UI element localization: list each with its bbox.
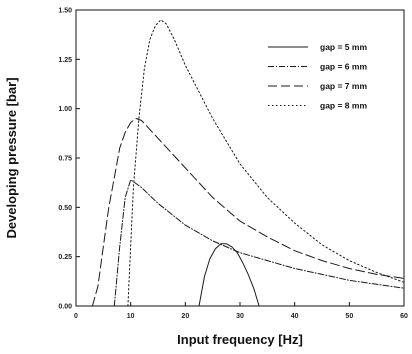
series-line-4	[127, 19, 405, 307]
legend-label: gap = 6 mm	[320, 62, 367, 72]
x-tick-label: 10	[127, 313, 135, 320]
axis-ticks: 0 10 20 30 40 50 60 0.00 0.25 0.50 0.75 1.00 1.25 1.5…	[58, 8, 408, 321]
x-tick-label: 0	[74, 313, 78, 320]
y-axis-label: Developing pressure [bar]	[4, 77, 19, 238]
x-tick-label: 60	[400, 313, 408, 320]
y-tick-label: 1.00	[58, 106, 72, 113]
y-tick-label: 0.25	[58, 254, 72, 261]
legend-label: gap = 5 mm	[320, 42, 367, 52]
series-line-2	[113, 179, 405, 307]
legend-label: gap = 7 mm	[320, 81, 367, 91]
y-tick-label: 0.75	[58, 156, 72, 163]
x-tick-label: 40	[291, 313, 299, 320]
y-tick-label: 0.00	[58, 304, 72, 311]
x-tick-label: 20	[181, 313, 189, 320]
x-tick-label: 30	[236, 313, 244, 320]
plot-frame	[75, 9, 405, 307]
x-tick-label: 50	[345, 313, 353, 320]
series-line-1	[198, 243, 260, 307]
series-line-3	[91, 118, 405, 307]
legend: gap = 5 mm gap = 6 mm gap = 7 mm gap = 8 mm	[268, 42, 367, 111]
legend-label: gap = 8 mm	[320, 101, 367, 111]
series-layer	[91, 19, 405, 307]
y-tick-label: 1.25	[58, 57, 72, 64]
x-axis-label: Input frequency [Hz]	[177, 332, 303, 347]
y-tick-label: 1.50	[58, 8, 72, 15]
y-tick-label: 0.50	[58, 205, 72, 212]
